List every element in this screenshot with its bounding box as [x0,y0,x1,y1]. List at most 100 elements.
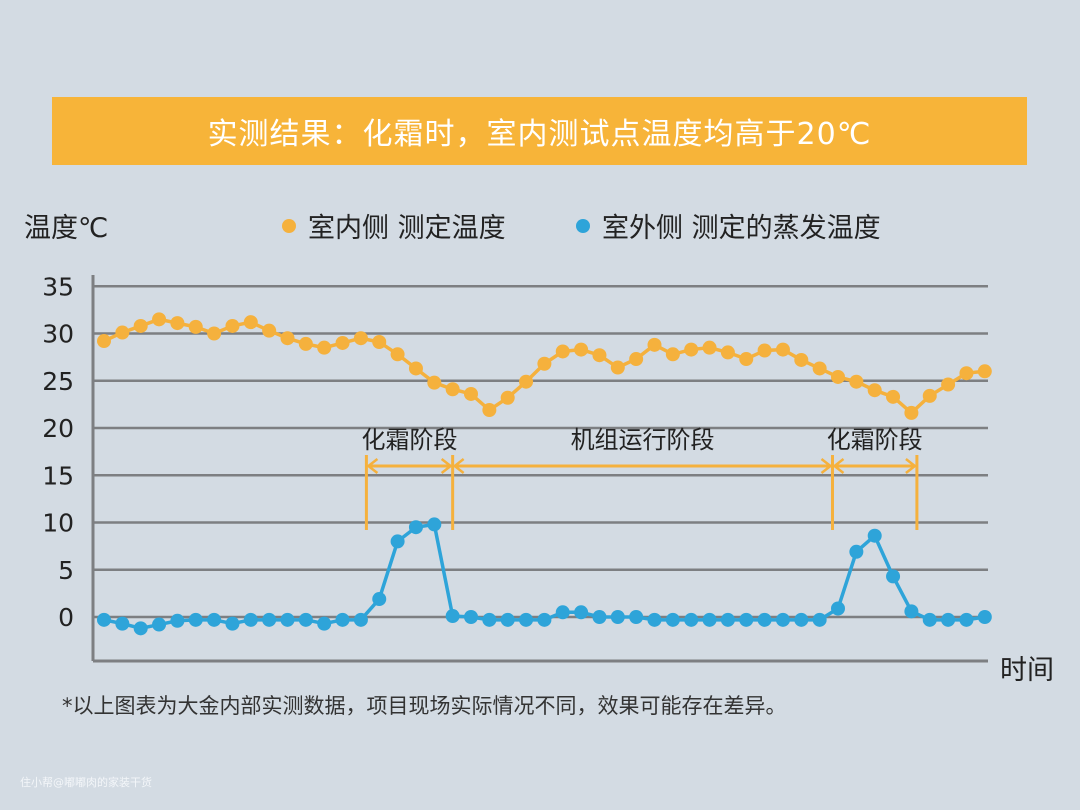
y-tick-label: 5 [58,556,74,585]
data-point-series-1 [555,605,570,620]
data-point-series-1 [133,621,148,636]
data-point-series-0 [849,374,864,389]
data-point-series-0 [390,347,405,362]
data-point-series-0 [500,390,515,405]
data-point-series-0 [188,319,203,334]
data-point-series-1 [97,612,111,627]
data-point-series-1 [170,613,185,628]
data-point-series-0 [904,405,919,420]
data-point-series-1 [959,612,974,627]
data-point-series-1 [464,610,478,624]
data-point-series-0 [353,331,368,346]
data-point-series-1 [629,610,644,624]
data-point-series-0 [427,375,442,390]
data-point-series-0 [555,344,570,359]
data-point-series-1 [280,612,295,627]
x-axis-label: 时间 [1000,655,1054,686]
data-point-series-1 [519,612,534,627]
data-point-series-0 [445,382,460,397]
annotation-label: 机组运行阶段 [571,426,715,454]
data-point-series-0 [922,388,937,403]
data-point-series-1 [500,612,515,627]
data-point-series-0 [243,315,258,330]
data-point-series-0 [867,383,882,398]
data-point-series-1 [739,612,754,627]
data-point-series-1 [298,612,313,627]
data-point-series-0 [886,389,901,404]
data-point-series-0 [592,348,607,363]
data-point-series-1 [886,569,901,584]
data-point-series-0 [941,377,956,392]
data-point-series-1 [757,612,772,627]
data-point-series-1 [353,612,368,627]
data-point-series-0 [959,366,974,381]
data-point-series-0 [757,343,772,358]
data-point-series-0 [335,335,350,350]
data-point-series-1 [977,610,992,624]
data-point-series-0 [464,386,478,401]
data-point-series-1 [665,612,680,627]
annotation-arrowhead [905,458,917,474]
data-point-series-0 [610,360,625,375]
data-point-series-1 [482,612,497,627]
data-point-series-1 [867,528,882,543]
legend-dot-indoor [282,218,296,233]
data-point-series-1 [922,612,937,627]
title-banner: 实测结果：化霜时，室内测试点温度均高于20℃ [52,97,1027,165]
data-point-series-1 [592,610,607,624]
data-point-series-0 [133,318,148,333]
data-point-series-1 [207,612,222,627]
annotation-arrowhead [440,458,453,474]
chart-title: 实测结果：化霜时，室内测试点温度均高于20℃ [207,117,872,152]
y-axis-label: 温度℃ [24,213,109,244]
data-point-series-1 [775,612,790,627]
data-point-series-1 [372,592,387,607]
data-point-series-1 [225,616,240,631]
data-point-series-0 [207,326,222,341]
y-tick-label: 25 [42,367,74,396]
data-point-series-1 [647,612,662,627]
data-point-series-1 [812,612,827,627]
data-point-series-0 [115,325,130,340]
data-point-series-1 [849,544,864,559]
data-point-series-1 [537,612,552,627]
y-tick-label: 10 [42,509,74,538]
data-point-series-1 [794,612,809,627]
data-point-series-1 [831,601,845,616]
legend-label-outdoor: 室外侧 测定的蒸发温度 [602,213,881,244]
data-point-series-1 [720,612,735,627]
data-point-series-0 [537,356,552,371]
y-tick-label: 20 [42,414,74,443]
legend-item-indoor: 室内侧 测定温度 [282,206,506,245]
annotation-arrowhead [452,458,465,474]
y-tick-label: 15 [42,461,74,490]
data-point-series-0 [665,347,680,362]
data-point-series-0 [97,334,111,349]
data-point-series-0 [225,318,240,333]
data-point-series-1 [684,612,699,627]
y-tick-label: 0 [58,603,74,632]
data-point-series-0 [629,352,644,367]
data-point-series-0 [317,340,332,355]
data-point-series-0 [482,403,497,418]
data-point-series-1 [702,612,717,627]
annotation-arrowhead [820,458,833,474]
data-point-series-1 [115,616,130,631]
data-point-series-0 [372,335,387,350]
data-point-series-0 [170,316,185,331]
data-point-series-0 [720,345,735,360]
data-point-series-1 [408,520,423,535]
data-point-series-1 [574,605,589,620]
data-point-series-1 [445,609,460,624]
data-point-series-1 [427,517,442,532]
annotation-label: 化霜阶段 [362,426,458,454]
data-point-series-1 [152,617,167,632]
data-point-series-1 [317,616,332,631]
data-point-series-0 [739,352,754,367]
legend-item-outdoor: 室外侧 测定的蒸发温度 [576,206,881,245]
data-point-series-1 [390,534,405,549]
data-point-series-0 [647,337,662,352]
data-point-series-0 [298,336,313,351]
data-point-series-1 [243,612,258,627]
